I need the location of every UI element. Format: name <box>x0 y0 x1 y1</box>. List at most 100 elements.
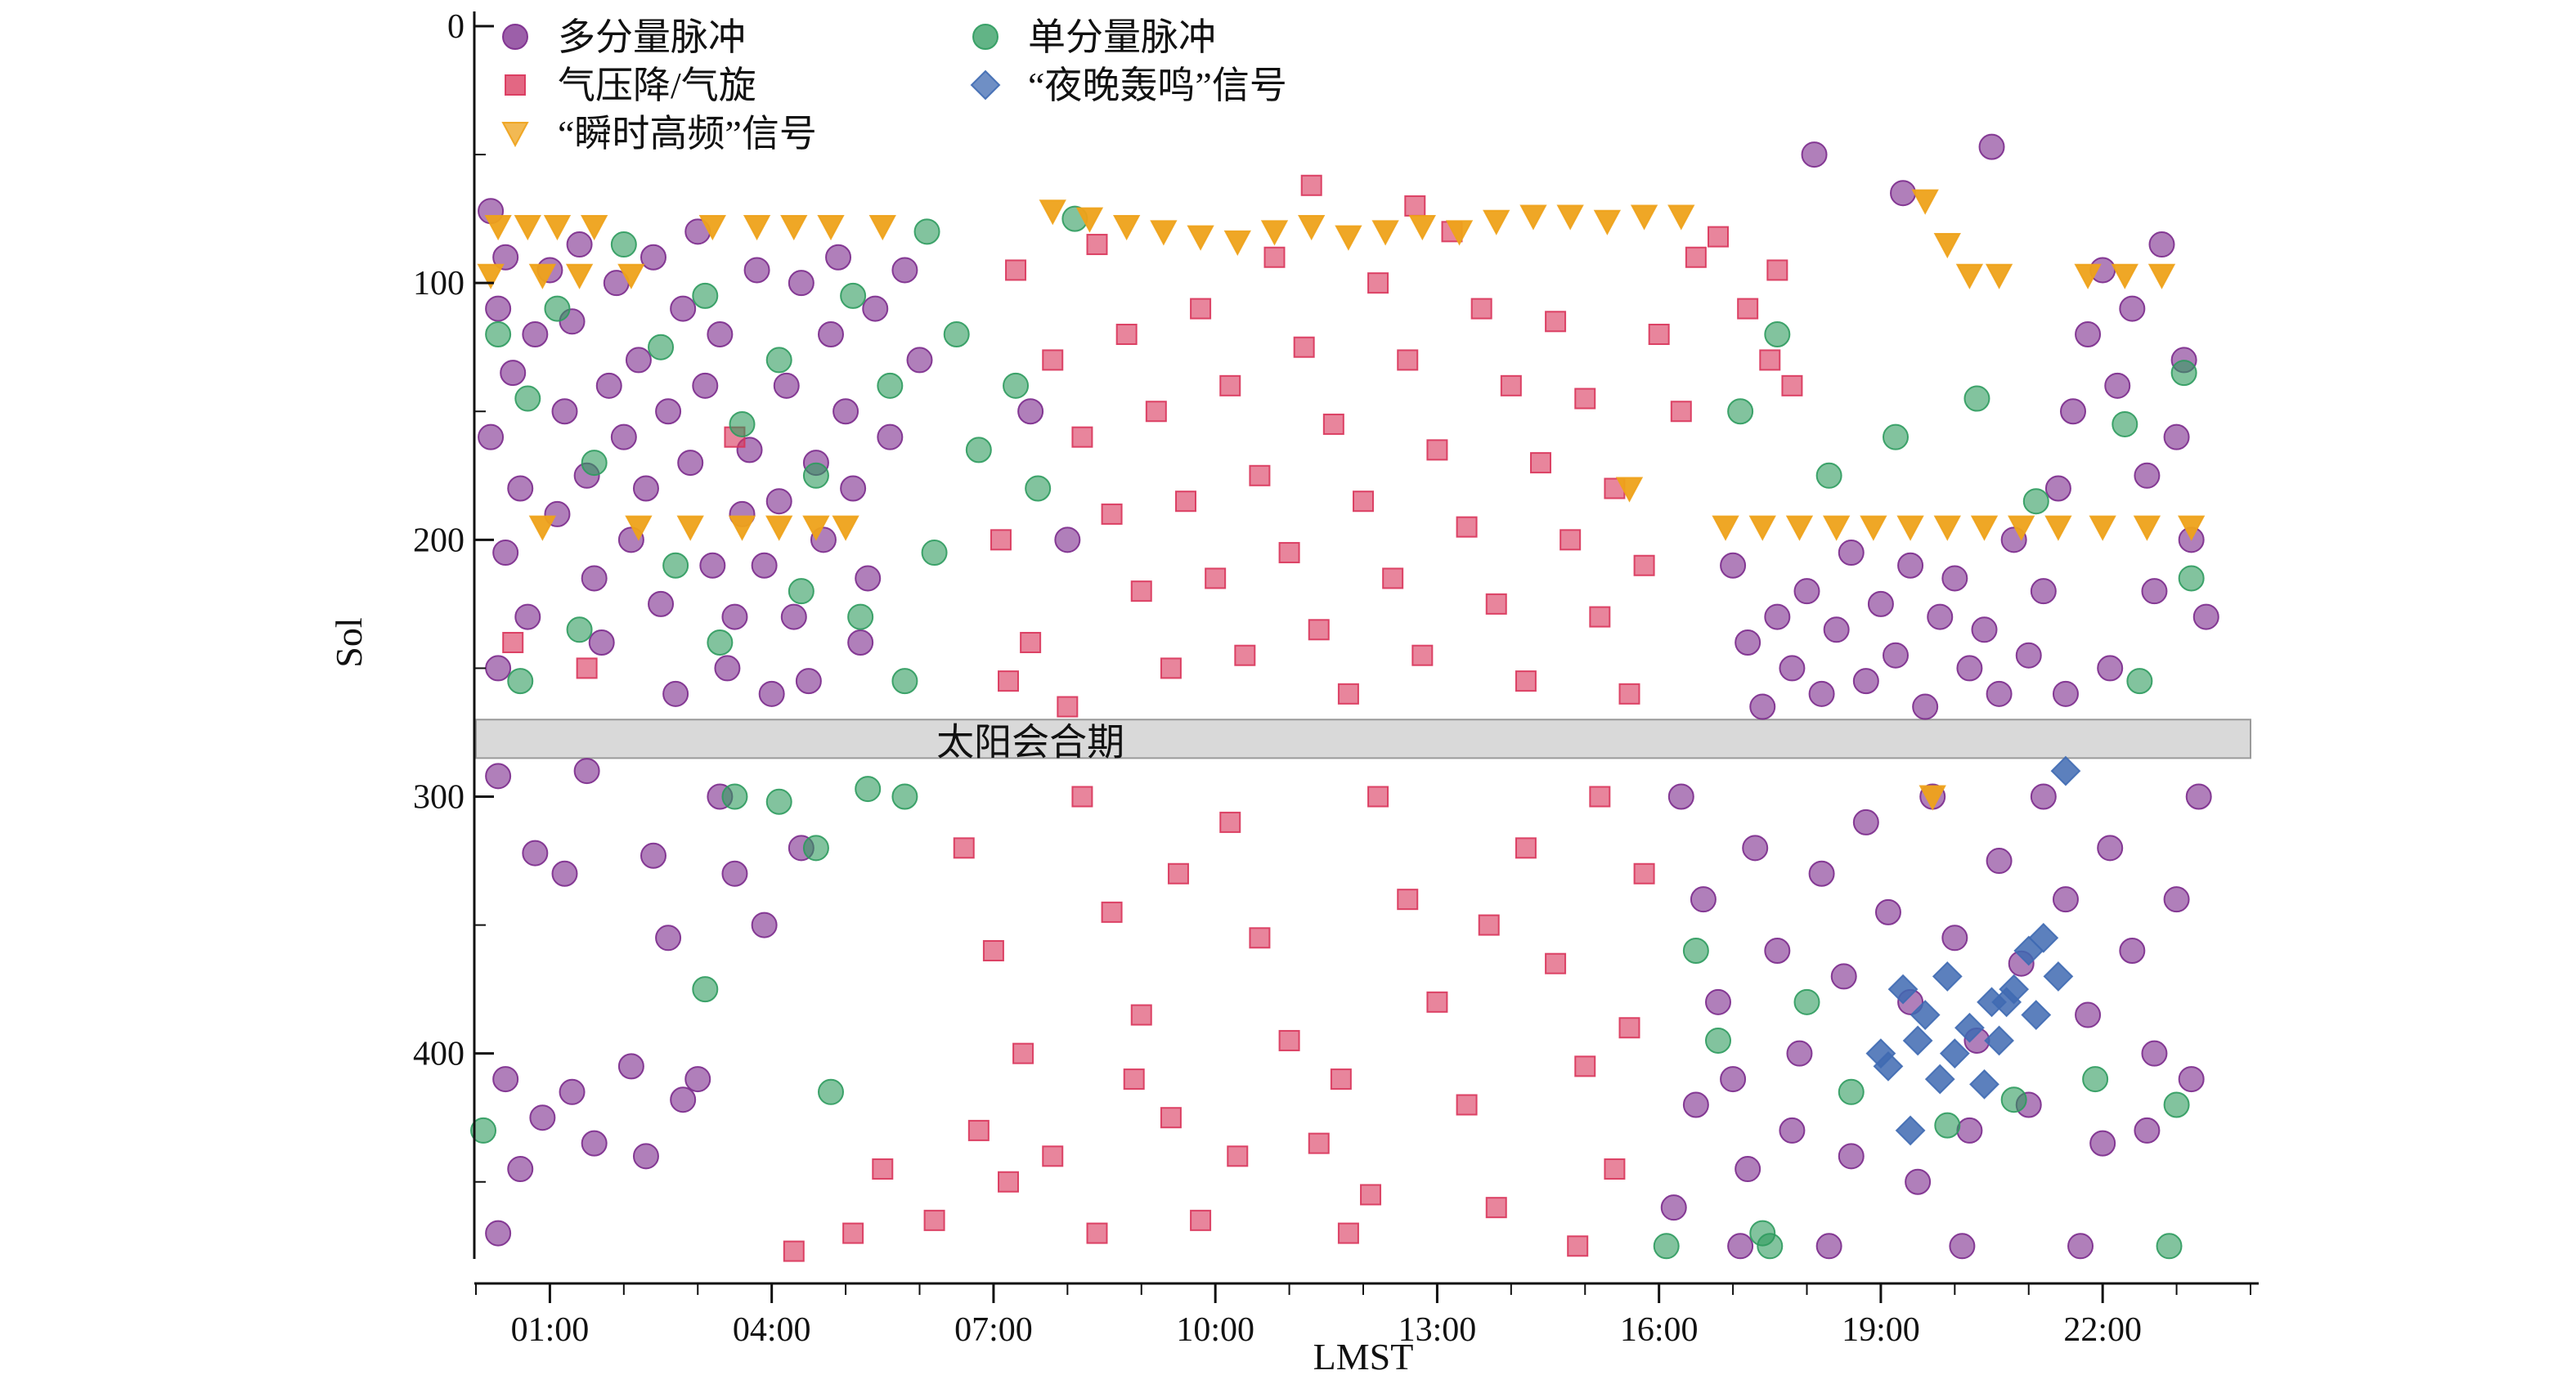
data-point <box>1712 515 1739 541</box>
data-point <box>773 372 800 399</box>
data-point <box>1941 565 1968 592</box>
legend-marker <box>972 24 999 50</box>
data-point <box>721 860 748 887</box>
data-point <box>780 215 808 241</box>
data-point <box>2021 1000 2052 1030</box>
data-point <box>1838 540 1865 567</box>
data-point <box>1735 629 1761 656</box>
data-point <box>692 372 719 399</box>
x-axis-title: LMST <box>1313 1336 1414 1377</box>
data-point <box>2074 263 2102 289</box>
data-point <box>1367 272 1389 294</box>
data-point <box>1260 220 1289 246</box>
data-point <box>2178 1066 2205 1093</box>
data-point <box>617 263 645 289</box>
data-point <box>1039 199 1066 226</box>
data-point <box>765 788 792 815</box>
data-point <box>484 215 512 241</box>
data-point <box>2097 655 2124 682</box>
y-tick-label: 400 <box>413 1036 464 1073</box>
data-point <box>1426 439 1448 461</box>
data-point <box>1411 644 1434 666</box>
data-point <box>1970 515 1999 541</box>
data-point <box>707 321 734 347</box>
data-point <box>1190 1209 1212 1231</box>
data-point <box>1890 180 1917 207</box>
data-point <box>891 668 918 695</box>
x-tick-label: 04:00 <box>733 1311 811 1349</box>
data-point <box>1223 230 1251 257</box>
data-point <box>1902 1025 1933 1056</box>
data-point <box>640 842 666 869</box>
data-point <box>1954 1012 1985 1043</box>
data-point <box>2060 398 2086 425</box>
data-point <box>1278 542 1300 564</box>
data-point <box>2147 263 2176 289</box>
data-point <box>662 680 689 707</box>
data-point <box>1615 477 1644 503</box>
data-point <box>492 1066 519 1093</box>
data-point <box>566 231 593 258</box>
data-point <box>1382 567 1404 589</box>
data-point <box>522 321 549 347</box>
legend-marker <box>501 122 529 148</box>
data-point <box>877 372 904 399</box>
data-point <box>507 1156 534 1183</box>
data-point <box>1556 204 1584 231</box>
data-point <box>1630 204 1658 231</box>
data-point <box>817 215 845 241</box>
data-point <box>913 218 940 245</box>
data-point <box>714 655 741 682</box>
series-2 <box>477 189 2206 811</box>
data-point <box>1456 516 1478 538</box>
data-point <box>1963 385 1990 412</box>
data-point <box>500 360 527 387</box>
legend-label: “瞬时高频”信号 <box>558 113 817 155</box>
data-point <box>1633 862 1655 885</box>
data-point <box>1515 670 1537 692</box>
data-point <box>1912 693 1939 720</box>
data-point <box>655 398 682 425</box>
data-point <box>2052 680 2079 707</box>
data-point <box>1478 914 1500 936</box>
data-point <box>1682 938 1709 964</box>
data-point <box>1205 567 1227 589</box>
data-point <box>832 398 859 425</box>
data-point <box>1793 578 1820 605</box>
data-point <box>1808 680 1835 707</box>
data-point <box>522 840 549 867</box>
data-point <box>1618 683 1640 705</box>
data-point <box>1865 1038 1896 1069</box>
data-point <box>2097 835 2124 862</box>
data-point <box>485 295 512 322</box>
data-point <box>1618 1017 1640 1039</box>
data-point <box>1786 1040 1813 1067</box>
data-point <box>1130 1004 1152 1026</box>
data-point <box>1690 886 1717 913</box>
data-point <box>573 758 600 785</box>
data-point <box>2082 1066 2109 1093</box>
data-point <box>2022 488 2049 515</box>
legend-item: “夜晚轰鸣”信号 <box>970 65 1287 106</box>
data-points <box>470 133 2219 1262</box>
data-point <box>1123 1068 1145 1091</box>
data-point <box>2178 565 2205 592</box>
data-point <box>751 552 778 579</box>
data-point <box>2075 1001 2102 1028</box>
data-point <box>743 257 770 284</box>
data-point <box>670 1086 697 1113</box>
data-point <box>581 450 608 477</box>
data-point <box>1086 1222 1108 1244</box>
data-point <box>1397 889 1419 911</box>
data-point <box>581 565 608 592</box>
data-point <box>1160 1107 1182 1129</box>
data-point <box>842 1222 864 1244</box>
data-point <box>1932 961 1963 992</box>
data-point <box>1927 603 1954 630</box>
data-point <box>1727 1233 1754 1260</box>
data-point <box>1852 668 1879 695</box>
x-tick-label: 16:00 <box>1620 1311 1699 1349</box>
data-point <box>1574 387 1596 410</box>
data-point <box>2030 578 2057 605</box>
data-point <box>982 940 1004 961</box>
